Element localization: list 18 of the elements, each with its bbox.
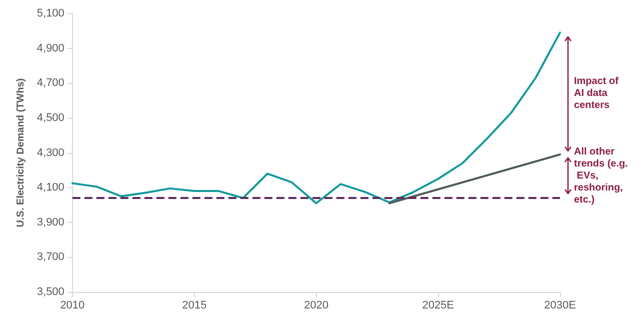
y-tick-label: 4,500 (36, 112, 64, 124)
y-tick-label: 4,100 (36, 182, 64, 194)
line-series (71, 32, 561, 204)
x-tick-label: 2030E (544, 300, 576, 312)
y-tick-label: 4,900 (36, 42, 64, 54)
text: All other trends (e.g. EVs, reshoring, etc.) (574, 146, 628, 206)
y-axis-title: U.S. Electricity Demand (TWhs) (16, 78, 26, 228)
x-tick-label: 2015 (182, 300, 207, 312)
y-tick-label: 3,900 (36, 216, 64, 228)
y-tick-label: 3,500 (36, 286, 64, 298)
y-tick-label: 3,700 (36, 251, 64, 264)
text: Impact of AI data centers (574, 76, 622, 112)
y-tick-label: 4,300 (36, 146, 64, 159)
x-tick-label: 2025E (422, 300, 454, 312)
x-tick-label: 2020 (304, 300, 328, 312)
y-tick-label: 4,700 (36, 77, 64, 90)
x-tick-label: 2010 (60, 300, 85, 312)
y-tick-label: 5,100 (36, 8, 64, 20)
